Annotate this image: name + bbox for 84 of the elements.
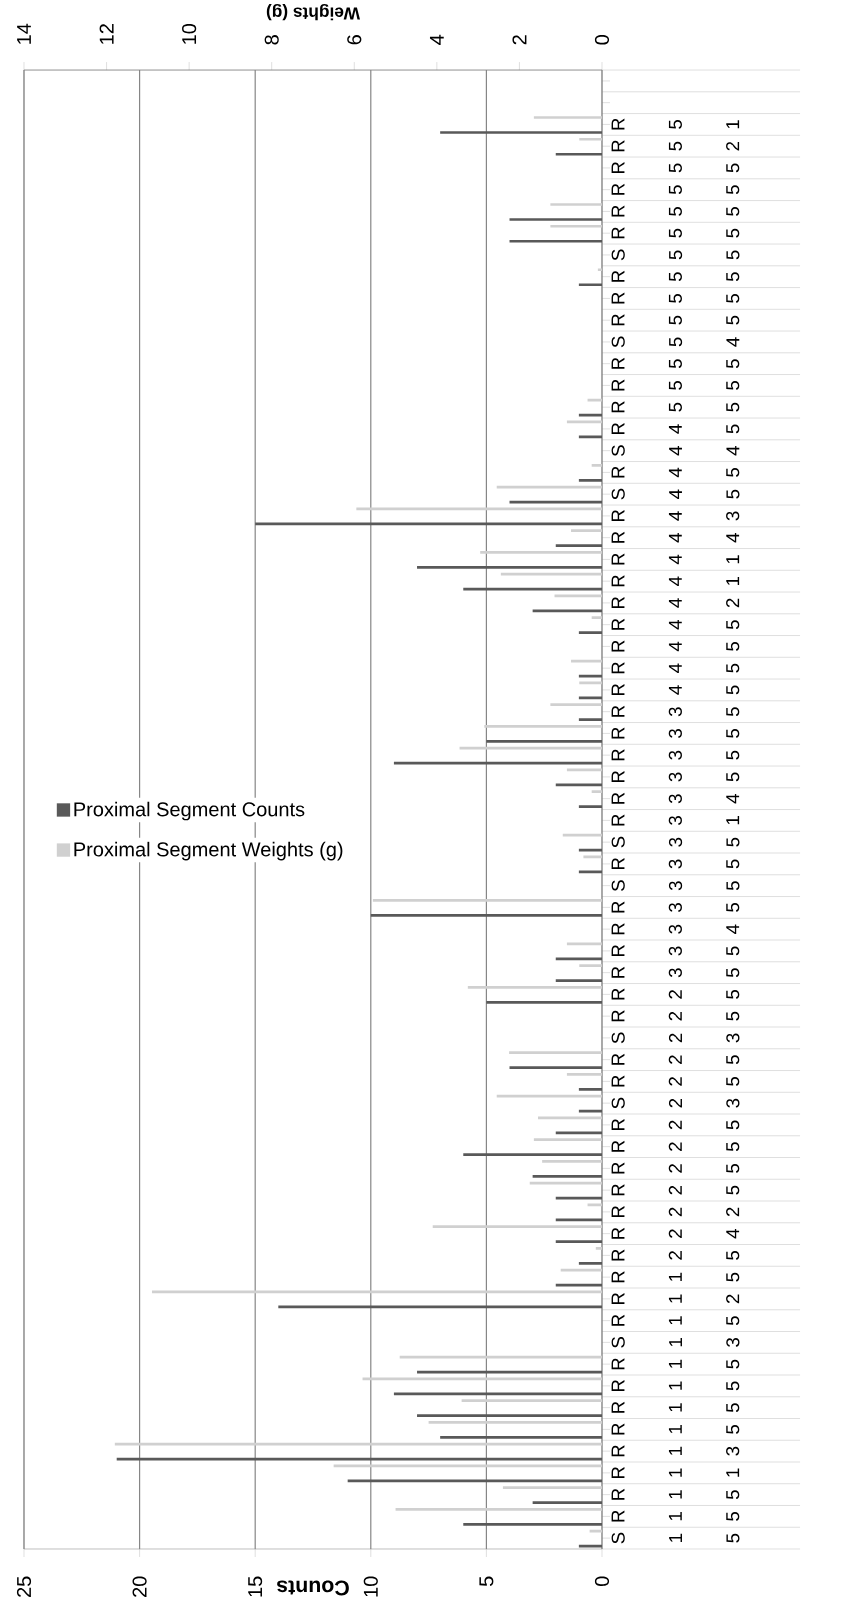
category-label: R 4 5 — [611, 662, 740, 674]
category-label: R 5 5 — [611, 270, 740, 282]
category-label: R 1 5 — [611, 1401, 740, 1413]
legend-label: Proximal Segment Counts — [74, 801, 305, 821]
category-label: R 4 5 — [611, 466, 740, 478]
category-label: R 2 4 — [611, 1227, 740, 1239]
category-label: R 4 4 — [611, 531, 740, 543]
x-tick-label: 20 — [132, 1576, 147, 1597]
category-label: R 3 5 — [611, 749, 740, 761]
x2-tick-label: 10 — [182, 23, 197, 44]
category-label: R 5 5 — [611, 227, 740, 239]
x2-tick-label: 0 — [594, 35, 610, 45]
category-label: S 1 5 — [611, 1532, 740, 1544]
category-label: R 1 5 — [611, 1510, 740, 1522]
category-label: R 2 5 — [611, 1184, 740, 1196]
category-label: R 1 3 — [611, 1445, 740, 1457]
category-label: R 3 4 — [611, 792, 740, 804]
x2-tick-label: 2 — [512, 35, 527, 45]
category-label: R 3 5 — [611, 770, 740, 783]
category-label: R 1 5 — [611, 1423, 740, 1435]
category-label: R 4 1 — [611, 553, 740, 565]
category-label: R 5 5 — [611, 183, 740, 195]
x2-tick-label: 12 — [99, 24, 114, 44]
category-label: S 3 5 — [611, 836, 740, 848]
category-label: R 3 1 — [611, 814, 740, 826]
category-label: R 2 5 — [611, 1140, 740, 1152]
category-label: R 5 2 — [611, 140, 740, 152]
category-label: R 2 5 — [611, 988, 740, 1000]
category-label: R 3 4 — [611, 923, 740, 935]
x-tick-label: 5 — [479, 1576, 494, 1587]
x-tick-label: 25 — [16, 1576, 32, 1597]
category-label: R 3 5 — [611, 705, 740, 717]
x2-tick-label: 8 — [264, 35, 279, 45]
category-label: R 2 5 — [611, 1053, 740, 1065]
category-label: R 2 5 — [611, 1118, 740, 1131]
x2-axis-title: Weights (g) — [266, 3, 360, 21]
category-label: S 1 3 — [611, 1337, 740, 1348]
legend-label: Proximal Segment Weights (g) — [74, 841, 343, 861]
category-label: R 2 5 — [611, 1162, 740, 1174]
category-label: R 1 2 — [611, 1292, 740, 1305]
category-label: S 2 3 — [611, 1097, 740, 1109]
category-label: R 3 5 — [611, 944, 740, 957]
x2-tick-label: 14 — [17, 23, 31, 44]
x-tick-label: 10 — [363, 1576, 378, 1597]
category-label: S 4 4 — [611, 445, 740, 457]
category-label: R 5 1 — [611, 118, 740, 130]
category-label: R 5 5 — [611, 161, 740, 174]
category-label: R 4 1 — [611, 575, 740, 587]
category-label: R 1 5 — [611, 1488, 740, 1500]
category-label: R 3 5 — [611, 901, 740, 913]
category-label: R 4 5 — [611, 640, 740, 652]
category-label: S 4 5 — [611, 488, 740, 500]
category-label: R 1 5 — [611, 1271, 740, 1283]
category-label: R 3 5 — [611, 966, 740, 978]
category-label: R 2 2 — [611, 1205, 740, 1218]
category-label: R 5 5 — [611, 205, 740, 217]
category-label: R 4 5 — [611, 683, 740, 696]
category-label: R 4 5 — [611, 422, 740, 435]
category-label: R 2 5 — [611, 1075, 740, 1087]
category-label: R 4 5 — [611, 618, 740, 630]
x2-tick-label: 4 — [429, 34, 444, 45]
category-label: R 1 5 — [611, 1358, 740, 1370]
category-label: R 5 5 — [611, 314, 740, 326]
x-axis-title: Counts — [277, 1580, 349, 1596]
x2-tick-label: 6 — [347, 35, 362, 45]
x-tick-label: 15 — [248, 1576, 263, 1597]
category-label: R 5 5 — [611, 401, 740, 413]
category-label: S 2 3 — [611, 1032, 740, 1044]
category-label: R 1 5 — [611, 1379, 740, 1392]
category-label: R 5 5 — [611, 292, 740, 304]
category-label: R 5 5 — [611, 357, 740, 369]
category-label: R 2 5 — [611, 1249, 740, 1261]
category-label: R 4 3 — [611, 509, 740, 522]
category-label: S 5 4 — [611, 336, 740, 348]
category-label: S 3 5 — [611, 880, 740, 892]
category-label: R 4 2 — [611, 596, 740, 609]
category-label: R 1 5 — [611, 1314, 740, 1326]
category-label: R 1 1 — [611, 1466, 740, 1479]
category-label: R 3 5 — [611, 727, 740, 739]
category-label: S 5 5 — [611, 249, 740, 261]
category-label: R 3 5 — [611, 857, 740, 870]
x-tick-label: 0 — [594, 1576, 610, 1587]
category-label: R 5 5 — [611, 379, 740, 391]
category-label: R 2 5 — [611, 1010, 740, 1022]
